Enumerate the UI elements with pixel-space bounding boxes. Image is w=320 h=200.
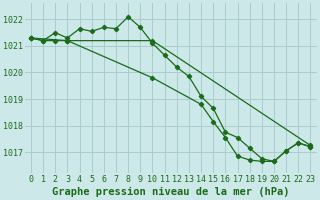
X-axis label: Graphe pression niveau de la mer (hPa): Graphe pression niveau de la mer (hPa) bbox=[52, 186, 290, 197]
